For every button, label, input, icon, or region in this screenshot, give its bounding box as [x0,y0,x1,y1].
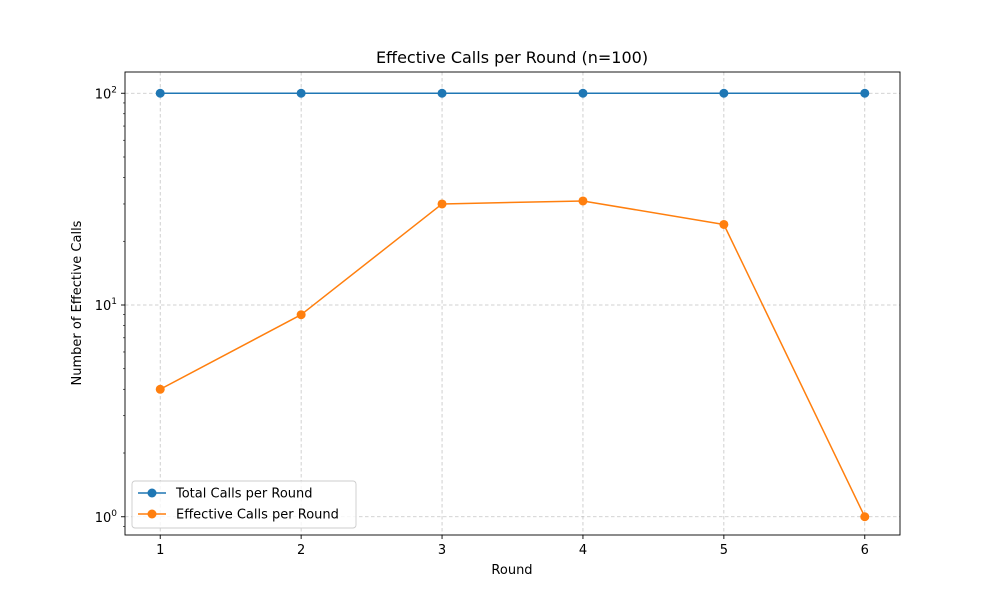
chart-title: Effective Calls per Round (n=100) [376,48,648,67]
plot-area-frame [124,71,901,536]
x-tick-label: 5 [720,543,728,558]
legend-swatch-marker [147,488,157,498]
legend-label: Total Calls per Round [175,487,313,502]
series-line [159,200,866,518]
x-axis: 1 2 3 4 5 6 [156,535,869,558]
series-effective-calls [155,196,870,522]
x-tick-label: 2 [297,543,305,558]
y-tick-label: 101 [95,297,117,314]
data-point [578,88,588,98]
x-tick-label: 6 [861,543,869,558]
data-point [296,310,306,320]
x-axis-title: Round [491,563,532,578]
data-point [719,219,729,229]
data-point [719,88,729,98]
data-point [155,384,165,394]
data-point [578,196,588,206]
x-tick-label: 1 [156,543,164,558]
data-point [860,88,870,98]
x-tick-label: 3 [438,543,446,558]
series-total-calls [155,88,870,98]
data-point [437,88,447,98]
y-axis-title: Number of Effective Calls [70,220,85,385]
legend: Total Calls per Round Effective Calls pe… [131,480,357,529]
series-layer [155,88,870,522]
y-tick-label: 102 [95,85,117,102]
data-point [155,88,165,98]
legend-swatch-marker [147,509,157,519]
y-axis: 100 101 102 [95,85,125,527]
data-point [296,88,306,98]
legend-box [131,480,357,529]
legend-label: Effective Calls per Round [176,508,339,523]
data-point [437,199,447,209]
x-tick-label: 4 [579,543,587,558]
y-tick-label: 100 [95,509,118,526]
data-point [860,512,870,522]
